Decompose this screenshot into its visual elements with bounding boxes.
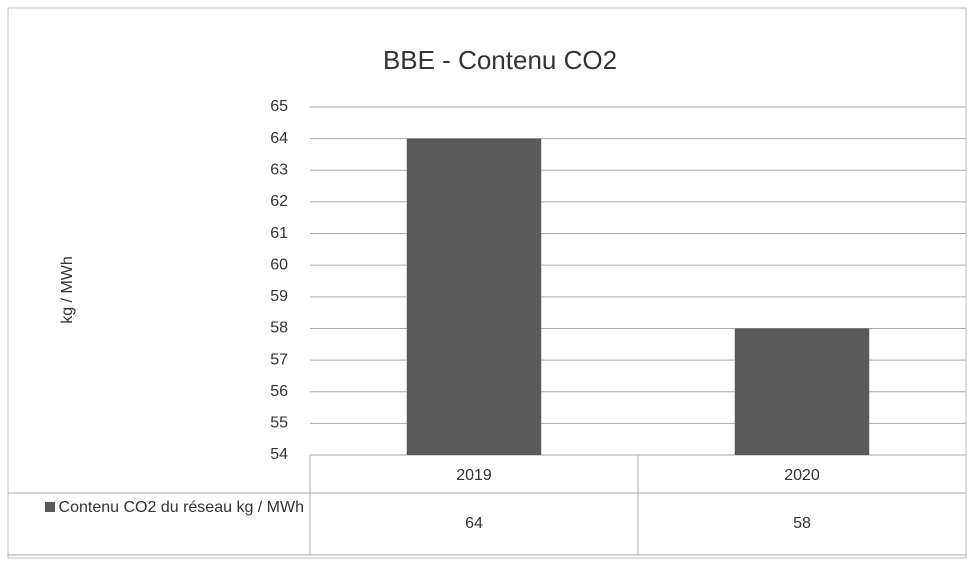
bar <box>734 328 870 455</box>
y-tick-label: 58 <box>270 320 288 337</box>
y-axis-label: kg / MWh <box>59 256 76 324</box>
chart-title: BBE - Contenu CO2 <box>383 45 617 75</box>
y-tick-label: 56 <box>270 383 288 400</box>
legend-cell: Contenu CO2 du réseau kg / MWh <box>8 497 304 519</box>
y-tick-label: 65 <box>270 98 288 115</box>
y-tick-label: 64 <box>270 130 288 147</box>
y-tick-label: 60 <box>270 256 288 273</box>
legend-entry: Contenu CO2 du réseau kg / MWh <box>8 497 304 519</box>
table-value: 58 <box>793 515 811 532</box>
legend-label: Contenu CO2 du réseau kg / MWh <box>58 499 304 516</box>
legend-swatch <box>44 502 55 512</box>
y-tick-label: 57 <box>270 351 288 368</box>
table-value: 64 <box>465 515 483 532</box>
y-tick-label: 61 <box>270 225 288 242</box>
x-tick-label: 2020 <box>784 467 820 484</box>
y-tick-label: 54 <box>270 446 288 463</box>
x-tick-label: 2019 <box>456 467 492 484</box>
bar <box>406 138 542 456</box>
y-tick-label: 59 <box>270 288 288 305</box>
y-tick-label: 55 <box>270 415 288 432</box>
y-tick-label: 62 <box>270 193 288 210</box>
y-tick-label: 63 <box>270 161 288 178</box>
